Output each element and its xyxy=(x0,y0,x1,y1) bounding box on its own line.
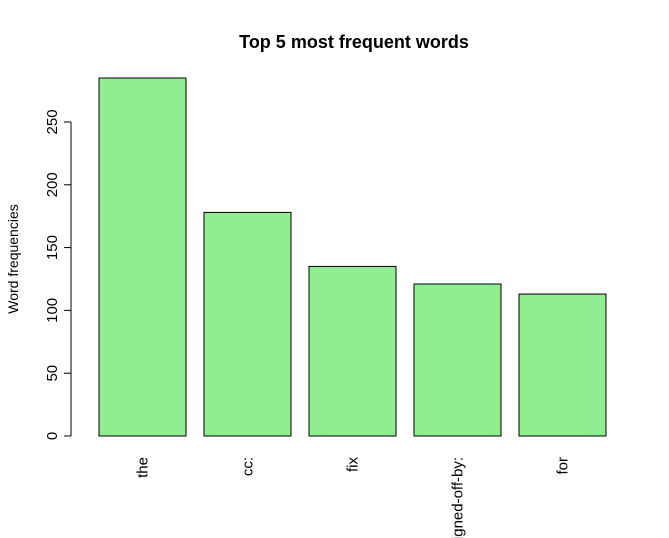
bars-group xyxy=(98,77,607,437)
x-category-label: fix xyxy=(345,457,362,473)
x-category-label: the xyxy=(135,457,152,478)
x-category-label: cc: xyxy=(240,457,257,476)
chart-title: Top 5 most frequent words xyxy=(239,32,469,52)
y-tick-label: 50 xyxy=(44,365,61,382)
bar-4 xyxy=(518,293,607,437)
x-axis-labels: the cc: fix signed-off-by: for xyxy=(135,457,572,538)
bar-0 xyxy=(98,77,187,437)
y-tick-label: 150 xyxy=(44,235,61,260)
x-category-label: signed-off-by: xyxy=(450,457,467,538)
bar-3 xyxy=(413,283,502,437)
bar-2 xyxy=(308,265,397,437)
y-tick-label: 250 xyxy=(44,109,61,134)
y-tick-label: 100 xyxy=(44,298,61,323)
y-tick-label: 200 xyxy=(44,172,61,197)
y-tick-label: 0 xyxy=(44,432,61,440)
bar-1 xyxy=(203,211,292,437)
y-axis: 0 50 100 150 200 250 xyxy=(44,109,72,440)
y-axis-label: Word frequencies xyxy=(5,204,21,313)
x-category-label: for xyxy=(555,457,572,475)
